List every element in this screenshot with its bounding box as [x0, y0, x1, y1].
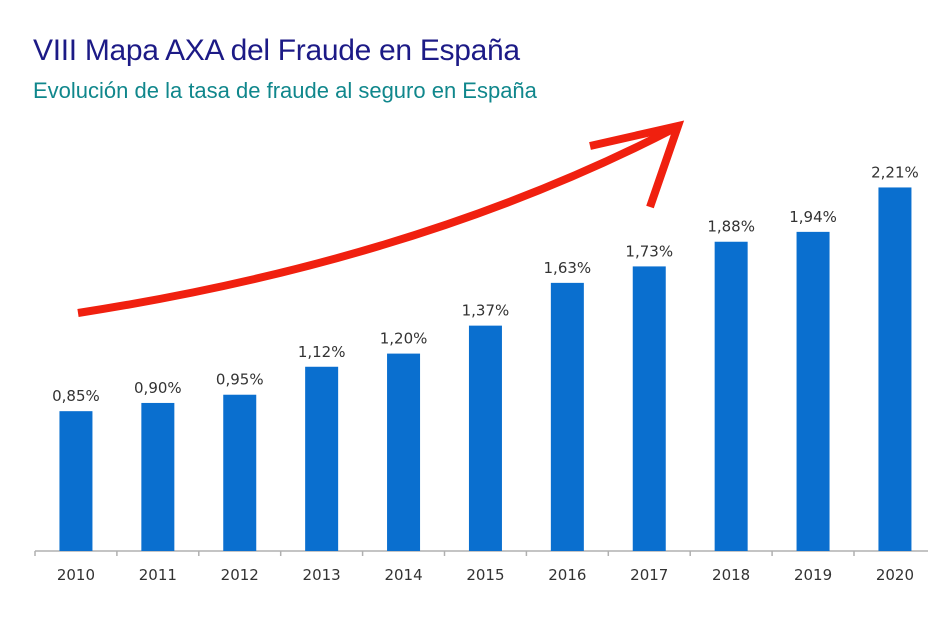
bar-2013 [305, 366, 339, 551]
x-tick-label-2013: 2013 [303, 566, 341, 584]
x-tick-label-2010: 2010 [57, 566, 95, 584]
data-label-2018: 1,88% [707, 218, 755, 236]
trend-arrow-icon [77, 120, 685, 317]
x-tick-label-2012: 2012 [221, 566, 259, 584]
data-label-2010: 0,85% [52, 387, 100, 405]
bar-2015 [468, 325, 502, 551]
bar-2010 [59, 411, 93, 551]
x-tick-label-2011: 2011 [139, 566, 177, 584]
data-label-2017: 1,73% [625, 242, 673, 260]
data-label-2011: 0,90% [134, 379, 182, 397]
trend-arrow-stroke [589, 120, 685, 209]
data-label-2015: 1,37% [462, 302, 510, 320]
x-tick-label-2016: 2016 [548, 566, 586, 584]
x-tick-label-2020: 2020 [876, 566, 914, 584]
bar-2019 [796, 231, 830, 551]
data-label-2013: 1,12% [298, 343, 346, 361]
data-label-2019: 1,94% [789, 208, 837, 226]
chart-subtitle: Evolución de la tasa de fraude al seguro… [33, 78, 537, 103]
bar-2016 [550, 282, 584, 551]
bar-2012 [223, 394, 257, 551]
data-label-2016: 1,63% [544, 259, 592, 277]
trend-arrow-stroke [77, 124, 677, 317]
x-tick-label-2019: 2019 [794, 566, 832, 584]
bar-2018 [714, 241, 748, 552]
bar-2020 [878, 187, 912, 551]
data-label-2020: 2,21% [871, 163, 919, 181]
x-tick-label-2018: 2018 [712, 566, 750, 584]
data-label-2014: 1,20% [380, 330, 428, 348]
x-tick-label-2014: 2014 [384, 566, 422, 584]
bar-2014 [387, 353, 421, 551]
chart-title: VIII Mapa AXA del Fraude en España [33, 34, 520, 67]
x-tick-label-2017: 2017 [630, 566, 668, 584]
bar-2011 [141, 402, 175, 551]
x-tick-label-2015: 2015 [466, 566, 504, 584]
data-label-2012: 0,95% [216, 371, 264, 389]
bar-2017 [632, 266, 666, 551]
